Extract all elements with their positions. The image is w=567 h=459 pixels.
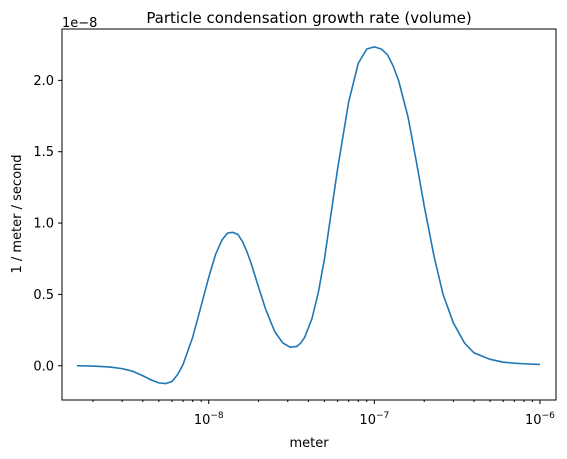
chart-title: Particle condensation growth rate (volum…	[146, 9, 471, 27]
y-tick-label: 0.0	[33, 359, 54, 374]
y-tick-label: 2.0	[33, 74, 54, 89]
x-axis: 10−8 10−7 10−6	[92, 400, 555, 428]
y-axis: 0.0 0.5 1.0 1.5 2.0	[33, 74, 62, 374]
axes-frame	[61, 28, 557, 401]
plot-area	[76, 46, 540, 385]
x-tick-label: 10−7	[359, 411, 389, 428]
y-tick-label: 1.5	[33, 145, 54, 160]
y-tick-label: 1.0	[33, 217, 54, 232]
x-tick-label: 10−8	[194, 411, 224, 428]
y-axis-label: 1 / meter / second	[10, 154, 25, 273]
x-tick-label: 10−6	[525, 411, 555, 428]
y-offset-label: 1e−8	[62, 16, 97, 31]
x-axis-label: meter	[289, 436, 329, 451]
y-tick-label: 0.5	[33, 288, 54, 303]
series-line-0	[76, 46, 540, 385]
